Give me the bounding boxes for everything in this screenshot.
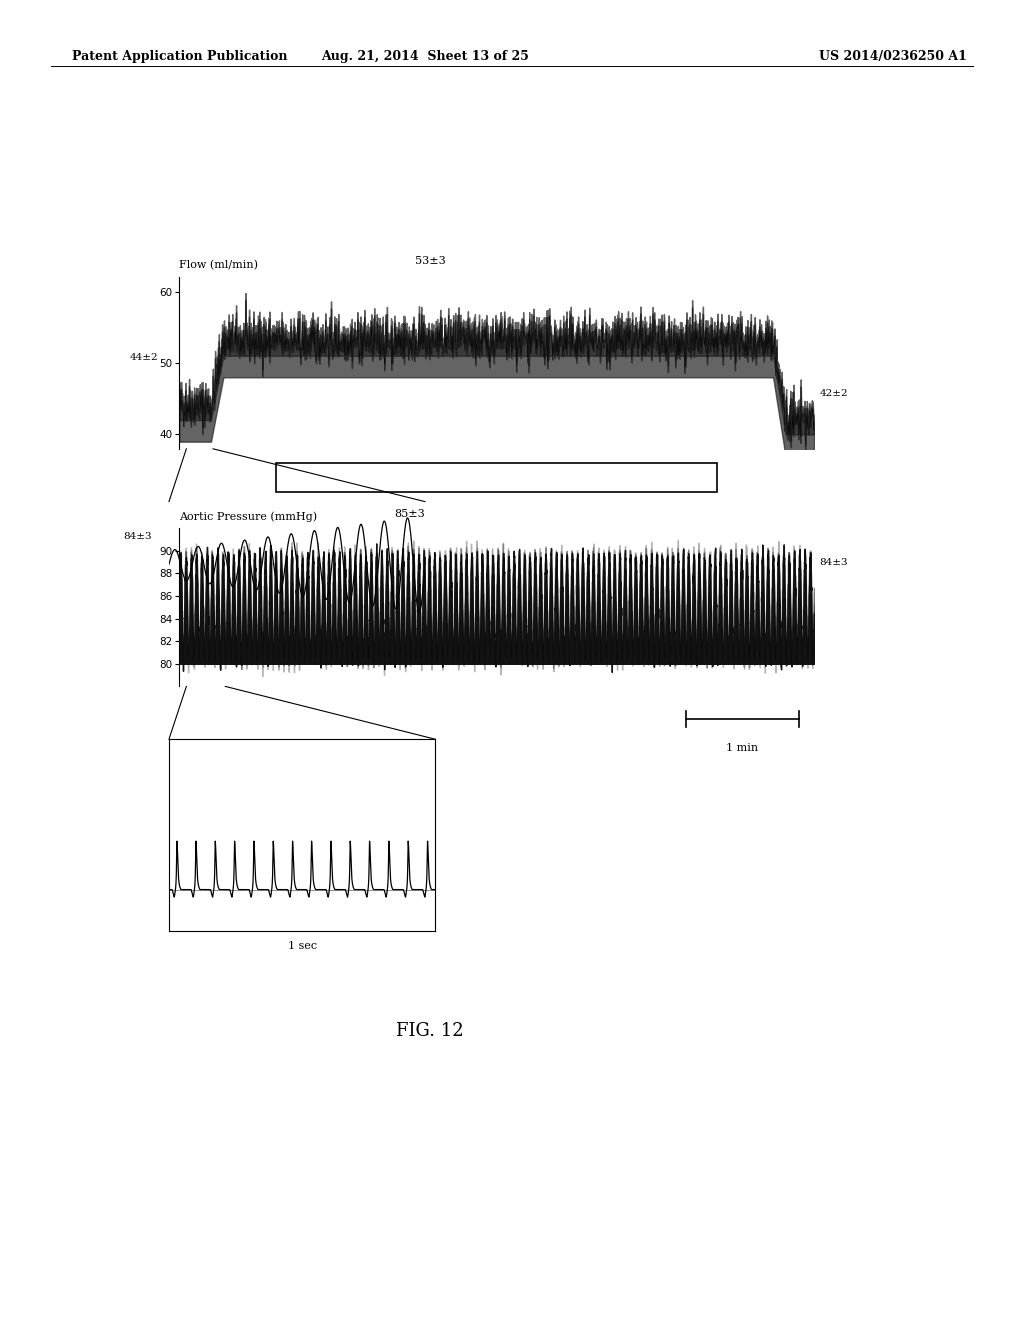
Text: Aug. 21, 2014  Sheet 13 of 25: Aug. 21, 2014 Sheet 13 of 25 bbox=[321, 50, 529, 63]
Text: 84±3: 84±3 bbox=[819, 558, 848, 568]
Text: 84±3: 84±3 bbox=[123, 532, 152, 541]
Text: 53±3: 53±3 bbox=[415, 256, 445, 267]
Text: 1 min: 1 min bbox=[726, 743, 759, 754]
Text: 1 sec: 1 sec bbox=[288, 941, 316, 952]
Text: Flow (ml/min): Flow (ml/min) bbox=[179, 260, 258, 271]
Text: US 2014/0236250 A1: US 2014/0236250 A1 bbox=[819, 50, 967, 63]
Text: Patent Application Publication: Patent Application Publication bbox=[72, 50, 287, 63]
Text: 85±3: 85±3 bbox=[394, 510, 425, 520]
Text: Aortic Pressure (mmHg): Aortic Pressure (mmHg) bbox=[179, 512, 317, 523]
Text: 42±2: 42±2 bbox=[819, 389, 848, 399]
Text: FIG. 12: FIG. 12 bbox=[396, 1022, 464, 1040]
Text: 44±2: 44±2 bbox=[130, 354, 159, 363]
